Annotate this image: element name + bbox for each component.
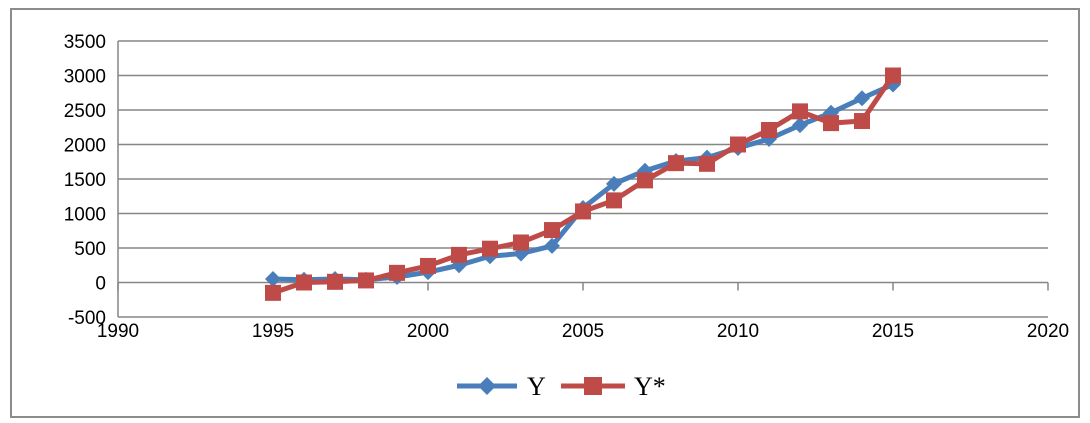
data-point-square: [451, 246, 467, 263]
data-point-diamond: [854, 90, 870, 107]
y-tick-label: 500: [74, 239, 106, 260]
y-tick-label: 2500: [64, 101, 106, 122]
data-point-diamond: [544, 237, 560, 254]
data-point-diamond: [792, 117, 808, 134]
legend-label: Y: [527, 372, 546, 401]
y-tick-label: 2000: [64, 136, 106, 157]
y-tick-label: 1000: [64, 205, 106, 226]
x-tick-label: 2015: [872, 321, 914, 342]
data-point-square: [885, 67, 901, 84]
data-point-square: [358, 272, 374, 289]
legend-label: Y*: [634, 372, 666, 401]
legend: Y Y*: [457, 372, 666, 401]
data-point-diamond: [265, 271, 281, 288]
data-point-square: [730, 136, 746, 153]
series: [265, 67, 901, 301]
data-point-square: [265, 284, 281, 301]
data-point-square: [606, 192, 622, 209]
legend-marker-square: [584, 377, 602, 395]
y-tick-label: 3500: [64, 32, 106, 53]
x-tick-label: 2000: [407, 321, 449, 342]
data-point-square: [327, 273, 343, 290]
x-tick-labels: 1990 1995 2000 2005 2010 2015 2020: [97, 321, 1069, 342]
x-tick-label: 1990: [97, 321, 139, 342]
x-tick-label: 2010: [717, 321, 759, 342]
legend-item: Y: [457, 372, 546, 401]
y-tick-label: 1500: [64, 170, 106, 191]
legend-marker-diamond: [478, 377, 496, 395]
y-tick-label: 0: [95, 274, 106, 295]
chart-frame: -500 0 500 1000 1500 2000 2500 3000 3500 1990 199…: [10, 8, 1080, 418]
data-point-square: [823, 115, 839, 132]
gridlines: [118, 40, 1048, 318]
data-point-square: [513, 234, 529, 251]
data-point-square: [575, 203, 591, 220]
data-point-square: [420, 257, 436, 274]
data-point-diamond: [606, 175, 622, 192]
data-point-square: [637, 172, 653, 189]
data-point-square: [792, 103, 808, 120]
x-tick-label: 2020: [1027, 321, 1069, 342]
data-point-square: [761, 122, 777, 139]
y-tick-label: 3000: [64, 67, 106, 88]
data-point-square: [296, 274, 312, 291]
data-point-square: [544, 222, 560, 239]
y-tick-label: -500: [68, 308, 106, 329]
data-point-square: [854, 113, 870, 130]
data-point-square: [482, 240, 498, 257]
data-point-square: [668, 155, 684, 172]
data-point-square: [699, 155, 715, 172]
x-tick-label: 1995: [252, 321, 294, 342]
y-tick-labels: -500 0 500 1000 1500 2000 2500 3000 3500: [64, 32, 106, 329]
legend-item: Y*: [561, 372, 666, 401]
series-y-star: [265, 67, 901, 301]
data-point-square: [389, 264, 405, 281]
x-tick-label: 2005: [562, 321, 604, 342]
